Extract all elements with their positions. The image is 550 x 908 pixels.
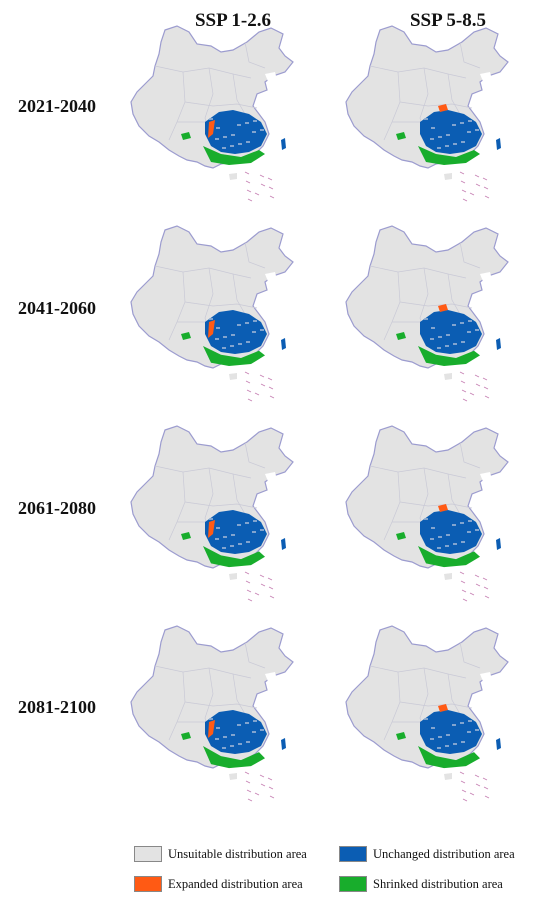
- unchanged-swatch: [339, 846, 367, 862]
- legend-item-shrinked: Shrinked distribution area: [339, 876, 503, 892]
- row-label-2021-2040: 2021-2040: [18, 96, 96, 116]
- shrinked-area: [203, 546, 265, 568]
- shrinked-area: [203, 346, 265, 367]
- column-header-ssp126: SSP 1-2.6: [194, 10, 272, 31]
- map-2081-2100-ssp585: [340, 622, 540, 802]
- unchanged-area: [420, 710, 482, 754]
- legend-label-unsuitable: Unsuitable distribution area: [168, 846, 307, 861]
- shrinked-area: [418, 746, 480, 769]
- legend-item-unchanged: Unchanged distribution area: [339, 846, 515, 862]
- unchanged-area: [205, 110, 267, 154]
- legend-label-expanded: Expanded distribution area: [168, 876, 303, 891]
- map-2081-2100-ssp126: [125, 622, 325, 802]
- map-2021-2040-ssp585: [340, 22, 540, 202]
- expanded-area: [208, 720, 215, 738]
- map-2021-2040-ssp126: [125, 22, 325, 202]
- shrinked-area: [203, 146, 265, 165]
- unchanged-area: [420, 510, 482, 554]
- row-label-2041-2060: 2041-2060: [18, 298, 96, 318]
- row-label-2061-2080: 2061-2080: [18, 498, 96, 518]
- map-2061-2080-ssp585: [340, 422, 540, 602]
- expanded-swatch: [134, 876, 162, 892]
- expanded-area: [208, 320, 215, 338]
- expanded-area: [438, 304, 448, 312]
- expanded-area: [438, 504, 448, 512]
- row-label-2081-2100: 2081-2100: [18, 697, 96, 717]
- legend-label-shrinked: Shrinked distribution area: [373, 876, 503, 891]
- shrinked-area: [418, 546, 480, 568]
- map-2041-2060-ssp126: [125, 222, 325, 402]
- unchanged-area: [205, 310, 267, 354]
- legend-label-unchanged: Unchanged distribution area: [373, 846, 515, 861]
- map-2041-2060-ssp585: [340, 222, 540, 402]
- legend: Unsuitable distribution area Unchanged d…: [134, 842, 544, 898]
- shrinked-swatch: [339, 876, 367, 892]
- shrinked-area: [203, 746, 265, 769]
- unchanged-area: [205, 710, 267, 754]
- shrinked-area: [418, 146, 480, 165]
- expanded-area: [208, 120, 215, 138]
- unsuitable-swatch: [134, 846, 162, 862]
- legend-item-expanded: Expanded distribution area: [134, 876, 303, 892]
- shrinked-area: [418, 346, 480, 367]
- legend-item-unsuitable: Unsuitable distribution area: [134, 846, 307, 862]
- expanded-area: [208, 520, 215, 538]
- map-2061-2080-ssp126: [125, 422, 325, 602]
- expanded-area: [438, 104, 448, 112]
- column-header-ssp585: SSP 5-8.5: [409, 10, 487, 31]
- unchanged-area: [420, 310, 482, 354]
- expanded-area: [438, 704, 448, 712]
- unchanged-area: [205, 510, 267, 554]
- unchanged-area: [420, 110, 482, 154]
